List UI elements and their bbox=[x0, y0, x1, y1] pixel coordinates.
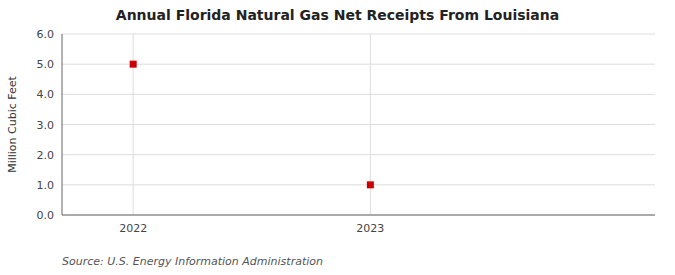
y-tick-label: 4.0 bbox=[37, 88, 55, 101]
x-axis-line bbox=[62, 215, 655, 216]
y-tick-label: 1.0 bbox=[37, 179, 55, 192]
marks bbox=[130, 61, 374, 189]
point bbox=[367, 181, 374, 188]
x-tick-label: 2022 bbox=[119, 222, 147, 235]
y-tick-label: 3.0 bbox=[37, 119, 55, 132]
source: Source: U.S. Energy Information Administ… bbox=[62, 255, 323, 268]
y-tick-label: 5.0 bbox=[37, 58, 55, 71]
y-axis-line bbox=[62, 34, 63, 215]
grid-line-y bbox=[62, 64, 655, 65]
grid-line-y bbox=[62, 124, 655, 125]
grid-line-y bbox=[62, 184, 655, 185]
y-tick-label: 0.0 bbox=[37, 209, 55, 222]
grid-line-y bbox=[62, 215, 655, 216]
chart: Annual Florida Natural Gas Net Receipts … bbox=[0, 0, 675, 275]
grid-line-y bbox=[62, 34, 655, 35]
y-tick-label: 6.0 bbox=[37, 28, 55, 41]
grid-line-y bbox=[62, 94, 655, 95]
title: Annual Florida Natural Gas Net Receipts … bbox=[116, 7, 559, 23]
y-axis-label: Million Cubic Feet bbox=[6, 75, 19, 172]
y-tick-label: 2.0 bbox=[37, 149, 55, 162]
point bbox=[130, 61, 137, 68]
x-tick-label: 2023 bbox=[356, 222, 384, 235]
grid-line-y bbox=[62, 154, 655, 155]
